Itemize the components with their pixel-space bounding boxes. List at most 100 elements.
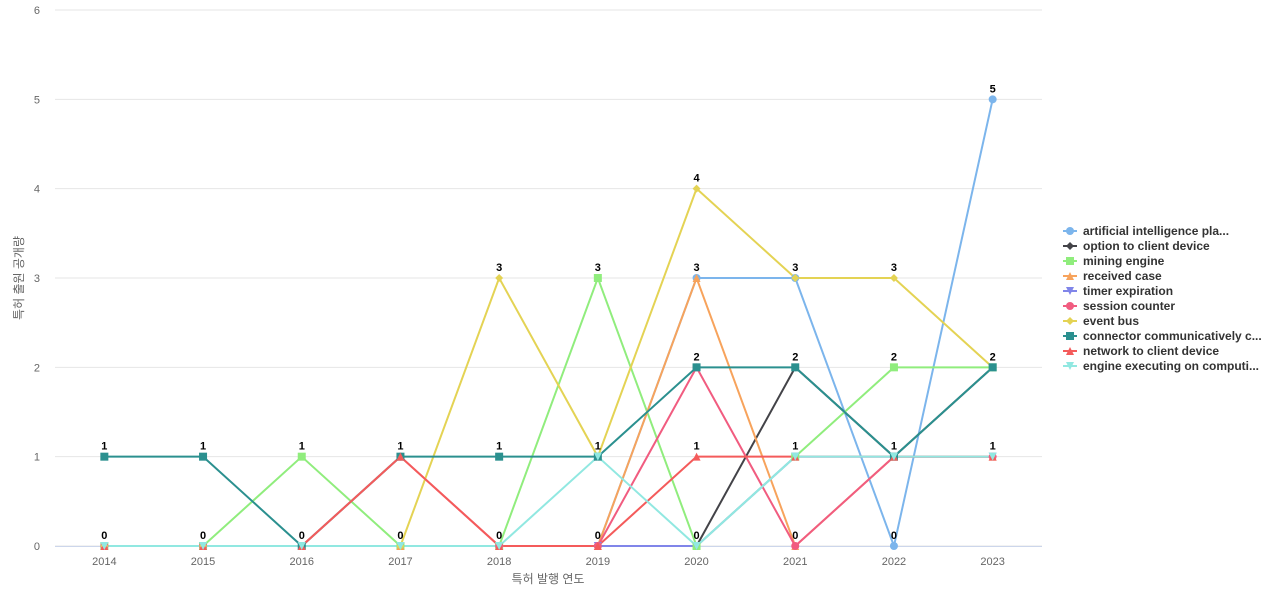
legend-item[interactable]: timer expiration [1063, 284, 1173, 298]
legend-label: session counter [1083, 299, 1175, 313]
marker [791, 363, 800, 372]
marker [889, 274, 898, 282]
marker [988, 363, 997, 372]
legend-label: mining engine [1083, 254, 1165, 268]
legend-item[interactable]: option to client device [1063, 239, 1210, 253]
series-line [104, 275, 993, 548]
data-label: 0 [792, 530, 798, 542]
legend-label: artificial intelligence pla... [1083, 224, 1229, 238]
marker [1066, 242, 1074, 250]
marker [297, 452, 306, 461]
data-label: 0 [693, 530, 699, 542]
x-tick-label: 2020 [684, 556, 708, 568]
data-label: 1 [101, 441, 107, 453]
marker [100, 542, 109, 550]
legend-item[interactable]: network to client device [1063, 344, 1219, 358]
y-tick-label: 1 [34, 452, 40, 464]
legend-item[interactable]: engine executing on computi... [1063, 359, 1259, 373]
data-label: 0 [891, 530, 897, 542]
marker [791, 452, 800, 461]
y-tick-label: 4 [34, 184, 40, 196]
marker [495, 542, 504, 550]
marker [1066, 362, 1074, 370]
marker [692, 542, 701, 550]
data-label: 0 [496, 530, 502, 542]
marker [988, 452, 997, 461]
marker [495, 452, 504, 461]
marker [1066, 332, 1074, 340]
marker [495, 274, 504, 282]
legend-label: option to client device [1083, 239, 1210, 253]
legend-label: network to client device [1083, 344, 1219, 358]
y-tick-label: 5 [34, 94, 40, 106]
legend-item[interactable]: connector communicatively c... [1063, 329, 1262, 343]
data-label: 1 [990, 441, 996, 453]
data-label: 1 [891, 441, 897, 453]
data-label: 1 [792, 441, 798, 453]
y-tick-label: 6 [34, 5, 40, 17]
y-axis-title: 특허 출원 공개량 [12, 236, 26, 320]
marker [692, 274, 701, 282]
y-tick-label: 2 [34, 362, 40, 374]
data-label: 2 [891, 351, 897, 363]
data-label: 0 [101, 530, 107, 542]
legend-label: timer expiration [1083, 284, 1173, 298]
data-label: 5 [990, 83, 996, 95]
marker [199, 452, 208, 461]
marker [593, 452, 602, 461]
marker [692, 363, 701, 372]
marker [593, 274, 602, 282]
legend-item[interactable]: mining engine [1063, 254, 1165, 268]
x-tick-label: 2021 [783, 556, 807, 568]
legend-item[interactable]: event bus [1063, 314, 1139, 328]
x-tick-label: 2017 [388, 556, 412, 568]
marker [297, 542, 306, 550]
marker [100, 452, 109, 461]
legend-item[interactable]: received case [1063, 269, 1162, 283]
data-label: 3 [693, 262, 699, 274]
marker [396, 542, 405, 550]
data-label: 3 [891, 262, 897, 274]
marker [889, 363, 898, 372]
data-label: 0 [299, 530, 305, 542]
x-tick-label: 2016 [290, 556, 314, 568]
legend-item[interactable]: artificial intelligence pla... [1063, 224, 1229, 238]
data-label: 3 [595, 262, 601, 274]
marker [692, 452, 701, 461]
x-axis-title: 특허 발행 연도 [512, 571, 585, 586]
marker [396, 452, 405, 461]
marker [692, 184, 701, 193]
x-tick-label: 2022 [882, 556, 906, 568]
series-line [104, 455, 993, 548]
x-tick-label: 2018 [487, 556, 511, 568]
data-label: 1 [299, 441, 305, 453]
data-label: 1 [595, 441, 601, 453]
data-label: 2 [792, 351, 798, 363]
marker [1066, 227, 1074, 235]
marker [1066, 347, 1074, 355]
marker [1066, 272, 1074, 280]
marker [1066, 257, 1074, 265]
data-label: 1 [496, 441, 502, 453]
data-label: 3 [792, 262, 798, 274]
marker [988, 95, 997, 104]
series-line [104, 99, 994, 550]
legend-item[interactable]: session counter [1063, 299, 1175, 313]
data-label: 1 [200, 441, 206, 453]
data-label: 2 [693, 351, 699, 363]
marker [199, 542, 208, 550]
marker [1066, 302, 1074, 310]
data-label: 0 [397, 530, 403, 542]
data-label: 0 [200, 530, 206, 542]
data-label: 2 [990, 351, 996, 363]
data-label: 1 [693, 441, 699, 453]
marker [889, 542, 898, 550]
marker [791, 542, 800, 550]
marker [791, 274, 800, 282]
legend-label: received case [1083, 269, 1162, 283]
data-label: 0 [595, 530, 601, 542]
data-label: 3 [496, 262, 502, 274]
data-label: 1 [397, 441, 403, 453]
marker [593, 542, 602, 550]
